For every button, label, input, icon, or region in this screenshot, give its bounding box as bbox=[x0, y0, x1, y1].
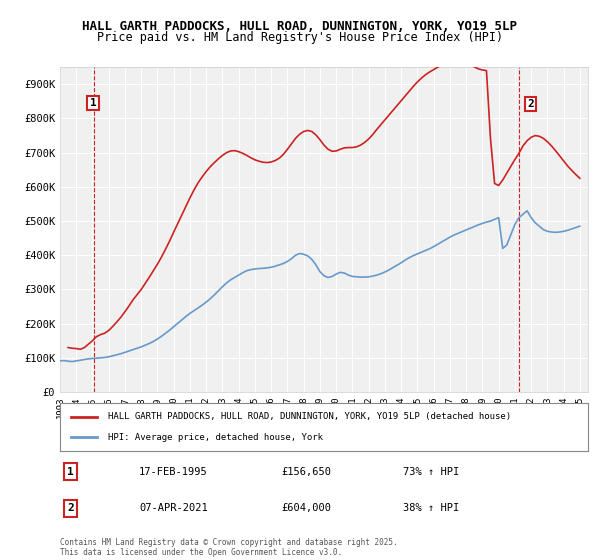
Text: Price paid vs. HM Land Registry's House Price Index (HPI): Price paid vs. HM Land Registry's House … bbox=[97, 31, 503, 44]
Text: £156,650: £156,650 bbox=[282, 467, 332, 477]
Text: 17-FEB-1995: 17-FEB-1995 bbox=[139, 467, 208, 477]
Text: 2: 2 bbox=[67, 503, 74, 513]
Text: 2: 2 bbox=[527, 99, 534, 109]
Text: 73% ↑ HPI: 73% ↑ HPI bbox=[403, 467, 460, 477]
Text: 1: 1 bbox=[67, 467, 74, 477]
Text: 38% ↑ HPI: 38% ↑ HPI bbox=[403, 503, 460, 513]
Text: HALL GARTH PADDOCKS, HULL ROAD, DUNNINGTON, YORK, YO19 5LP (detached house): HALL GARTH PADDOCKS, HULL ROAD, DUNNINGT… bbox=[107, 412, 511, 421]
Text: £604,000: £604,000 bbox=[282, 503, 332, 513]
Text: 1: 1 bbox=[89, 98, 97, 108]
Text: 07-APR-2021: 07-APR-2021 bbox=[139, 503, 208, 513]
Text: HPI: Average price, detached house, York: HPI: Average price, detached house, York bbox=[107, 433, 323, 442]
Text: Contains HM Land Registry data © Crown copyright and database right 2025.
This d: Contains HM Land Registry data © Crown c… bbox=[60, 538, 398, 557]
Text: HALL GARTH PADDOCKS, HULL ROAD, DUNNINGTON, YORK, YO19 5LP: HALL GARTH PADDOCKS, HULL ROAD, DUNNINGT… bbox=[83, 20, 517, 32]
